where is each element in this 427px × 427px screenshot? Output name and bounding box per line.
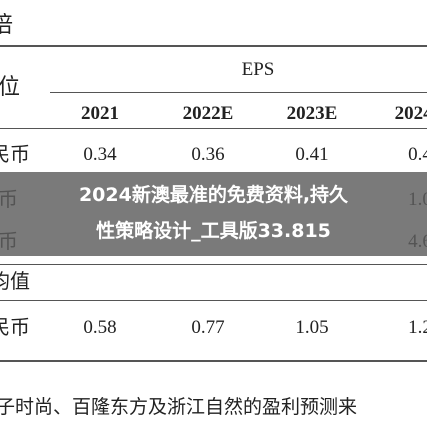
column-header: 2024E (394, 103, 427, 124)
row-label: 民币 (0, 144, 30, 166)
rule (0, 264, 427, 265)
cell: 1.05 (295, 317, 329, 338)
corner-text: 倍 (0, 12, 14, 37)
unit-header: 位 (0, 74, 21, 99)
column-header: 2021 (81, 103, 119, 124)
banner-line: 性策略设计_工具版33.815 (96, 220, 331, 242)
footnote: 子时尚、百隆东方及浙江自然的盈利预测来 (0, 397, 358, 418)
row-label: 民币 (0, 317, 30, 339)
group-header: EPS (241, 59, 275, 80)
column-header: 2023E (286, 103, 338, 124)
cell: 0.41 (295, 144, 329, 165)
row-label: 均值 (0, 271, 30, 293)
cell: 0.36 (191, 144, 225, 165)
cell: 0.34 (83, 144, 117, 165)
overlay-banner: 2024新澳最准的免费资料,持久 性策略设计_工具版33.815 (0, 172, 427, 256)
cell: 0.4 (408, 144, 427, 165)
rule (0, 45, 427, 47)
rule (0, 300, 427, 301)
rule (0, 128, 427, 129)
rule (50, 92, 427, 93)
rule (0, 360, 427, 362)
banner-line: 2024新澳最准的免费资料,持久 (78, 184, 349, 206)
column-header: 2022E (182, 103, 234, 124)
cell: 0.77 (191, 317, 225, 338)
cell: 1.2 (408, 317, 427, 338)
cell: 0.58 (83, 317, 117, 338)
